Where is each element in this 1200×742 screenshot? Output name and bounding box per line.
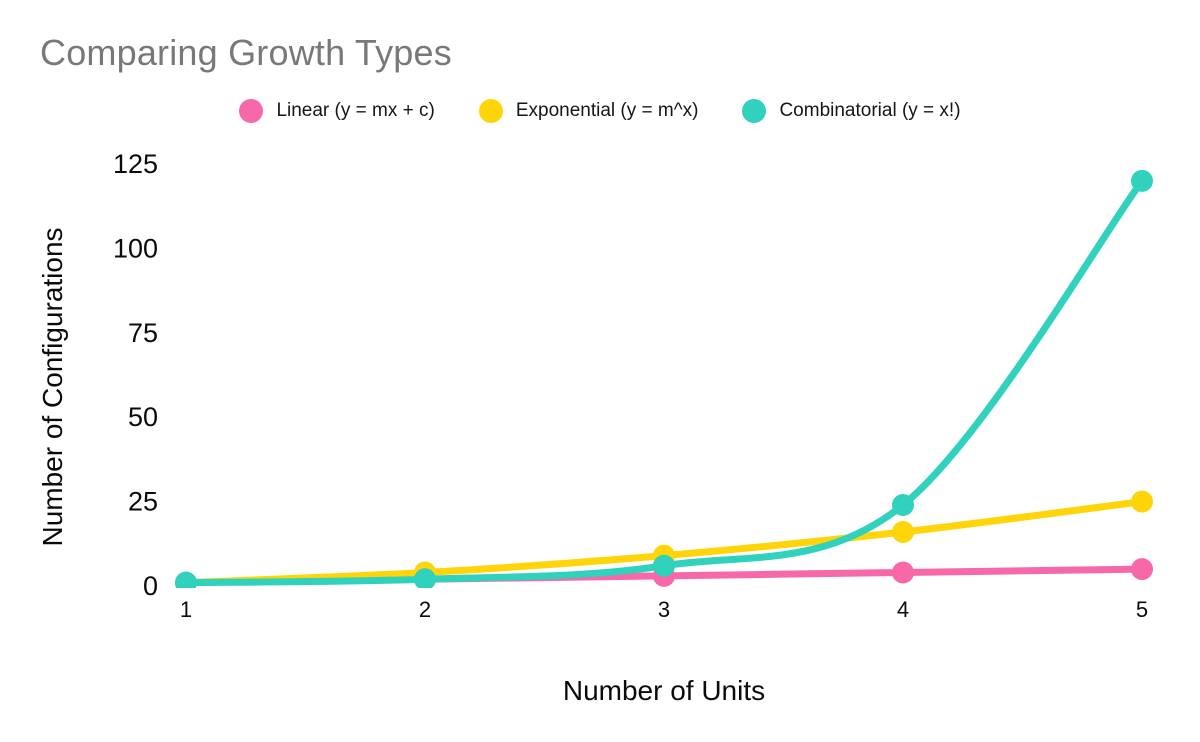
chart-legend: Linear (y = mx + c) Exponential (y = m^x)… bbox=[0, 96, 1200, 126]
data-point-series-2 bbox=[892, 493, 914, 516]
legend-swatch-icon bbox=[478, 99, 503, 123]
legend-item-1[interactable]: Exponential (y = m^x) bbox=[478, 99, 699, 123]
data-point-series-1 bbox=[892, 520, 914, 543]
y-tick-label: 50 bbox=[128, 402, 158, 432]
x-tick-label: 4 bbox=[897, 597, 909, 622]
legend-label: Combinatorial (y = x!) bbox=[779, 100, 961, 121]
data-point-series-2 bbox=[175, 571, 197, 588]
y-tick-label: 75 bbox=[128, 318, 158, 348]
x-tick-label: 3 bbox=[658, 597, 670, 622]
legend-swatch-icon bbox=[239, 99, 264, 123]
chart-title: Comparing Growth Types bbox=[40, 32, 452, 73]
y-tick-label: 100 bbox=[113, 233, 158, 263]
data-point-series-0 bbox=[892, 561, 914, 584]
legend-label: Linear (y = mx + c) bbox=[276, 100, 435, 121]
data-point-series-0 bbox=[1131, 558, 1153, 581]
y-tick-label: 25 bbox=[128, 487, 158, 517]
data-point-series-2 bbox=[653, 554, 675, 577]
x-tick-label: 5 bbox=[1136, 597, 1148, 622]
x-tick-label: 1 bbox=[180, 597, 192, 622]
legend-label: Exponential (y = m^x) bbox=[515, 100, 699, 121]
y-tick-label: 125 bbox=[113, 149, 158, 179]
data-point-series-2 bbox=[1131, 169, 1153, 192]
x-axis-ticks: 1 2 3 4 5 bbox=[180, 597, 1148, 622]
legend-swatch-icon bbox=[742, 99, 767, 123]
legend-item-2[interactable]: Combinatorial (y = x!) bbox=[742, 99, 961, 123]
y-axis-ticks: 0 25 50 75 100 125 bbox=[113, 149, 158, 601]
legend-item-0[interactable]: Linear (y = mx + c) bbox=[239, 99, 435, 123]
x-axis-title: Number of Units bbox=[563, 675, 765, 706]
series-line-2 bbox=[182, 177, 1146, 587]
data-point-series-2 bbox=[414, 568, 436, 588]
data-point-series-1 bbox=[1131, 490, 1153, 513]
x-tick-label: 2 bbox=[419, 597, 431, 622]
y-axis-title: Number of Configurations bbox=[37, 227, 68, 546]
y-tick-label: 0 bbox=[143, 571, 158, 601]
